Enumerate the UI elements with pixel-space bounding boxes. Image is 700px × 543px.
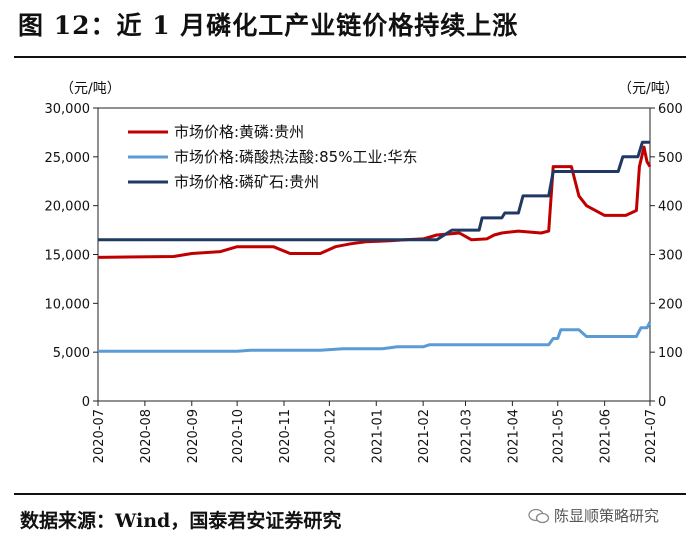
series-line-3 xyxy=(98,140,650,242)
left-axis-label: 5,000 xyxy=(53,346,90,361)
x-axis-label: 2020-10 xyxy=(231,409,246,463)
right-axis-label: 0 xyxy=(658,395,666,410)
source-divider xyxy=(14,493,686,495)
x-axis-label: 2021-02 xyxy=(417,409,432,463)
series-line-2 xyxy=(98,321,652,353)
x-axis-label: 2020-07 xyxy=(92,409,107,463)
left-axis-label: 25,000 xyxy=(45,151,91,166)
x-axis-label: 2020-08 xyxy=(139,409,154,463)
title-divider xyxy=(14,56,686,58)
left-axis-label: 0 xyxy=(82,395,90,410)
left-axis-unit: （元/吨） xyxy=(60,81,121,97)
x-axis-label: 2020-12 xyxy=(323,409,338,463)
right-axis-label: 600 xyxy=(658,102,683,117)
legend-label-2: 市场价格:磷酸热法酸:85%工业:华东 xyxy=(174,148,418,166)
x-axis-label: 2021-03 xyxy=(459,409,474,463)
series-line-1 xyxy=(97,145,652,259)
left-axis-label: 15,000 xyxy=(45,249,91,264)
right-axis-label: 100 xyxy=(658,346,683,361)
x-axis-label: 2021-04 xyxy=(506,409,521,463)
figure-title: 图 12：近 1 月磷化工产业链价格持续上涨 xyxy=(18,11,519,40)
right-axis-label: 500 xyxy=(658,151,683,166)
x-axis-label: 2021-01 xyxy=(370,409,385,463)
watermark-text: 陈显顺策略研究 xyxy=(554,507,660,525)
left-axis-label: 20,000 xyxy=(45,200,91,215)
legend-label-3: 市场价格:磷矿石:贵州 xyxy=(174,173,319,191)
watermark: 陈显顺策略研究 xyxy=(528,505,659,526)
x-axis-label: 2021-06 xyxy=(599,409,614,463)
x-axis-label: 2021-05 xyxy=(552,409,567,463)
right-axis-label: 300 xyxy=(658,249,683,264)
x-axis-label: 2021-07 xyxy=(644,409,659,463)
wechat-icon xyxy=(528,508,550,523)
data-source: 数据来源：Wind，国泰君安证券研究 xyxy=(20,510,342,532)
right-axis-unit: （元/吨） xyxy=(618,81,679,97)
right-axis-label: 200 xyxy=(658,297,683,312)
legend-label-1: 市场价格:黄磷:贵州 xyxy=(174,123,304,141)
left-axis-label: 10,000 xyxy=(45,297,91,312)
x-axis-label: 2020-09 xyxy=(186,409,201,463)
left-axis-label: 30,000 xyxy=(45,102,91,117)
right-axis-label: 400 xyxy=(658,200,683,215)
x-axis-label: 2020-11 xyxy=(278,409,293,463)
